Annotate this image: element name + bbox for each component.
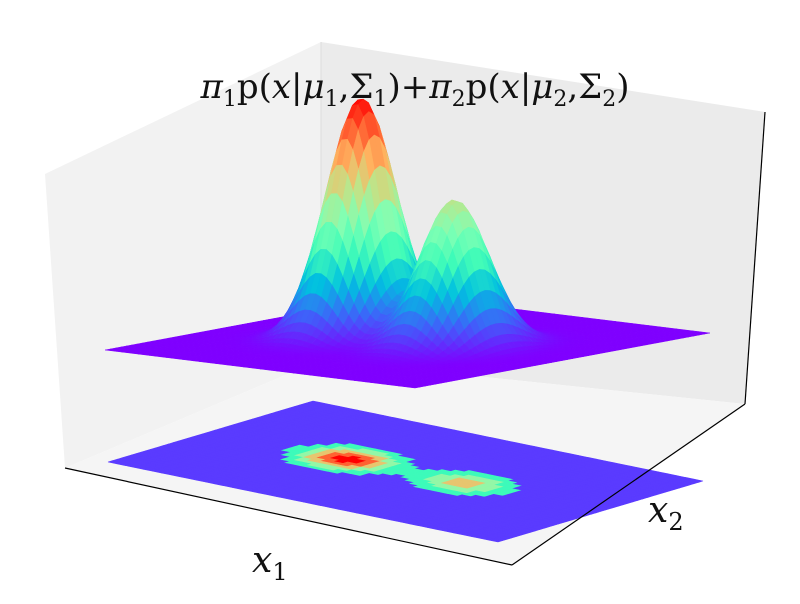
- density-surface: [104, 98, 711, 389]
- contour-cell: [489, 538, 503, 543]
- contour-projection: [107, 400, 704, 543]
